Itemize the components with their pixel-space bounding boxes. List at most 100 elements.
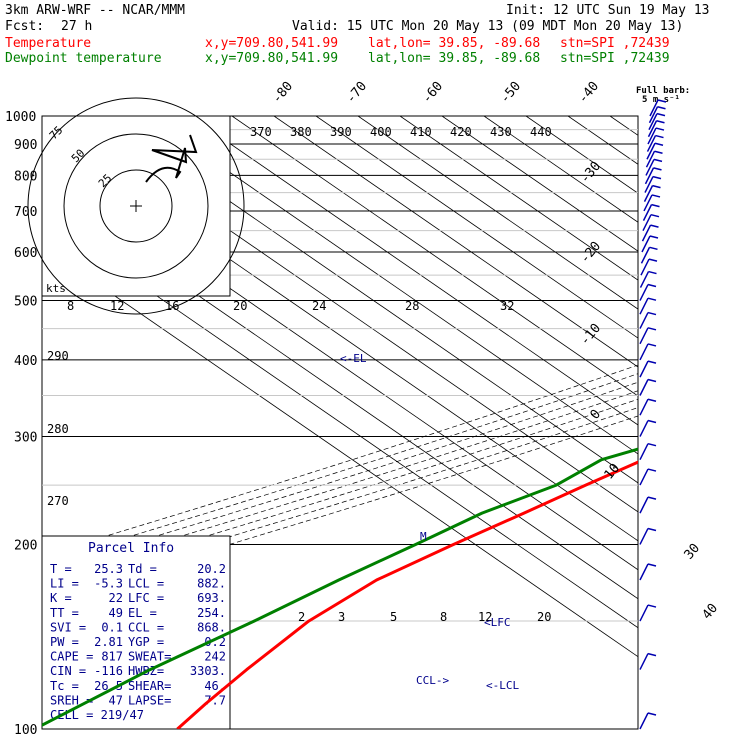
theta-label-430: 430 bbox=[490, 125, 512, 139]
mixing-ratio-label-20: 20 bbox=[233, 299, 247, 313]
temp-label-30: 30 bbox=[682, 541, 704, 563]
parcel-value: 693. bbox=[197, 591, 226, 605]
temp-label-40: 40 bbox=[700, 601, 722, 623]
parcel-key: LI = bbox=[50, 577, 79, 591]
wind-barb bbox=[640, 258, 650, 276]
wind-barb bbox=[639, 379, 649, 396]
wind-barb-flag bbox=[647, 527, 657, 532]
temp-label--40: -40 bbox=[576, 79, 603, 107]
wind-barb-flag bbox=[652, 184, 661, 189]
hodograph-units: kts bbox=[46, 282, 66, 295]
wind-barb bbox=[645, 150, 656, 168]
wind-barb bbox=[645, 159, 655, 176]
parcel-key: CCL = bbox=[128, 620, 164, 634]
wind-barb-flag bbox=[647, 343, 657, 347]
theta-label-440: 440 bbox=[530, 125, 552, 139]
wind-barb bbox=[643, 185, 654, 202]
temp-label--60: -60 bbox=[420, 79, 447, 107]
theta-e-label-270: 270 bbox=[47, 494, 69, 508]
wind-barb-flag bbox=[647, 652, 657, 657]
wind-barb bbox=[639, 312, 649, 329]
wind-barb-flag bbox=[657, 99, 667, 103]
lcl-marker: <-LCL bbox=[486, 679, 519, 692]
pressure-label-100: 100 bbox=[14, 723, 37, 738]
parcel-value: 242 bbox=[204, 650, 226, 664]
mixing-ratio-label-16: 16 bbox=[165, 299, 179, 313]
parcel-key: YGP = bbox=[128, 635, 164, 649]
wind-barb bbox=[639, 360, 649, 378]
temp-label--50: -50 bbox=[498, 79, 525, 107]
wind-barb-flag bbox=[649, 235, 659, 239]
dewpoint-latlon: lat,lon= 39.85, -89.68 bbox=[368, 51, 541, 66]
pressure-label-500: 500 bbox=[14, 295, 37, 310]
wind-barb-flag bbox=[657, 106, 666, 110]
wind-barb bbox=[641, 224, 652, 242]
wind-barb bbox=[639, 343, 649, 361]
small-mix-label-5: 5 bbox=[390, 610, 397, 624]
parcel-value: 20.2 bbox=[197, 562, 226, 576]
parcel-value: 7.7 bbox=[204, 693, 226, 707]
parcel-key: LCL = bbox=[128, 577, 164, 591]
temperature-station: stn=SPI ,72439 bbox=[560, 36, 670, 51]
wind-barb bbox=[644, 167, 655, 185]
dewpoint-xy: x,y=709.80,541.99 bbox=[205, 51, 339, 66]
parcel-info: Parcel Info T = 25.3 Td = 20.2 LI = -5.3 LCL = 8… bbox=[50, 541, 226, 722]
wind-barb-flag bbox=[647, 468, 657, 472]
parcel-key: T = bbox=[50, 562, 72, 576]
wind-barb-flag bbox=[649, 246, 658, 251]
isotherm bbox=[609, 116, 638, 136]
parcel-value: 22 bbox=[109, 591, 123, 605]
theta-label-410: 410 bbox=[410, 125, 432, 139]
parcel-value: 26.5 bbox=[94, 679, 123, 693]
wind-barb bbox=[639, 653, 649, 670]
temperature-xy: x,y=709.80,541.99 bbox=[205, 36, 339, 51]
forecast-label: Fcst: bbox=[5, 19, 45, 34]
isotherm bbox=[525, 116, 638, 194]
wind-barb-flag bbox=[648, 258, 658, 262]
wind-barbs bbox=[639, 99, 667, 730]
wind-barb bbox=[639, 528, 649, 545]
wind-barb bbox=[639, 297, 649, 315]
pressure-label-600: 600 bbox=[14, 246, 37, 261]
wind-barb-flag bbox=[647, 311, 657, 316]
parcel-value: 2.81 bbox=[94, 635, 123, 649]
isotherm bbox=[105, 116, 638, 484]
temp-label--10: -10 bbox=[578, 321, 605, 349]
wind-barb-flag bbox=[647, 442, 657, 447]
wind-barb-flag bbox=[647, 563, 657, 567]
wind-barb-flag bbox=[647, 604, 657, 608]
parcel-key: LFC = bbox=[128, 591, 164, 605]
el-marker: <-EL bbox=[340, 352, 367, 365]
wind-barb-flag bbox=[653, 167, 662, 171]
wind-barb-flag bbox=[651, 194, 661, 198]
parcel-value: -116 bbox=[94, 664, 123, 678]
parcel-info-box bbox=[41, 535, 231, 730]
wind-barb-flag bbox=[655, 127, 665, 131]
wind-barb bbox=[644, 176, 654, 193]
small-mix-label-12: 12 bbox=[478, 610, 492, 624]
wind-barb bbox=[649, 99, 659, 117]
temp-label--80: -80 bbox=[270, 79, 297, 107]
theta-e-label-290: 290 bbox=[47, 349, 69, 363]
theta-e-label-280: 280 bbox=[47, 422, 69, 436]
wind-barb-flag bbox=[656, 120, 665, 124]
parcel-value: 868. bbox=[197, 620, 226, 634]
parcel-key: SVI = bbox=[50, 620, 86, 634]
ccl-marker: CCL-> bbox=[416, 674, 449, 687]
isotherm bbox=[483, 116, 638, 223]
wind-barb bbox=[639, 496, 649, 514]
hodograph-ring bbox=[99, 169, 173, 243]
wind-barb-flag bbox=[654, 150, 663, 154]
barb-legend-line1: Full barb: bbox=[636, 86, 691, 96]
isotherm bbox=[147, 116, 638, 455]
wind-barb bbox=[639, 284, 649, 301]
wind-barb bbox=[648, 106, 659, 124]
wind-barb-flag bbox=[647, 283, 657, 288]
wind-barb bbox=[639, 420, 649, 437]
pressure-label-900: 900 bbox=[14, 138, 37, 153]
parcel-value: 25.3 bbox=[94, 562, 123, 576]
parcel-key: PW = bbox=[50, 635, 79, 649]
parcel-key: K = bbox=[50, 591, 72, 605]
small-mix-label-3: 3 bbox=[338, 610, 345, 624]
parcel-key: SHEAR= bbox=[128, 679, 171, 693]
